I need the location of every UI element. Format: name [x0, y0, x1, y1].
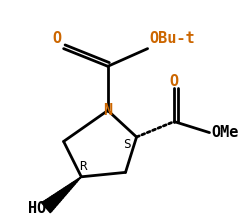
Polygon shape — [75, 179, 78, 182]
Text: OBu-t: OBu-t — [149, 31, 195, 46]
Polygon shape — [42, 202, 52, 213]
Polygon shape — [55, 192, 62, 200]
Text: N: N — [103, 103, 112, 118]
Text: S: S — [122, 138, 130, 151]
Polygon shape — [45, 199, 55, 209]
Text: O: O — [169, 74, 178, 89]
Polygon shape — [63, 187, 69, 193]
Polygon shape — [79, 177, 81, 179]
Polygon shape — [49, 196, 58, 206]
Text: OMe: OMe — [211, 125, 238, 140]
Polygon shape — [51, 195, 59, 204]
Polygon shape — [67, 185, 72, 189]
Polygon shape — [47, 198, 56, 207]
Text: R: R — [78, 160, 86, 173]
Polygon shape — [65, 186, 70, 191]
Text: O: O — [52, 31, 61, 46]
Polygon shape — [53, 194, 61, 202]
Polygon shape — [59, 190, 66, 196]
Polygon shape — [69, 183, 73, 188]
Polygon shape — [73, 181, 76, 184]
Polygon shape — [57, 191, 64, 198]
Polygon shape — [44, 200, 53, 211]
Polygon shape — [71, 182, 75, 186]
Text: HO: HO — [28, 201, 46, 216]
Polygon shape — [61, 189, 67, 195]
Polygon shape — [77, 178, 80, 180]
